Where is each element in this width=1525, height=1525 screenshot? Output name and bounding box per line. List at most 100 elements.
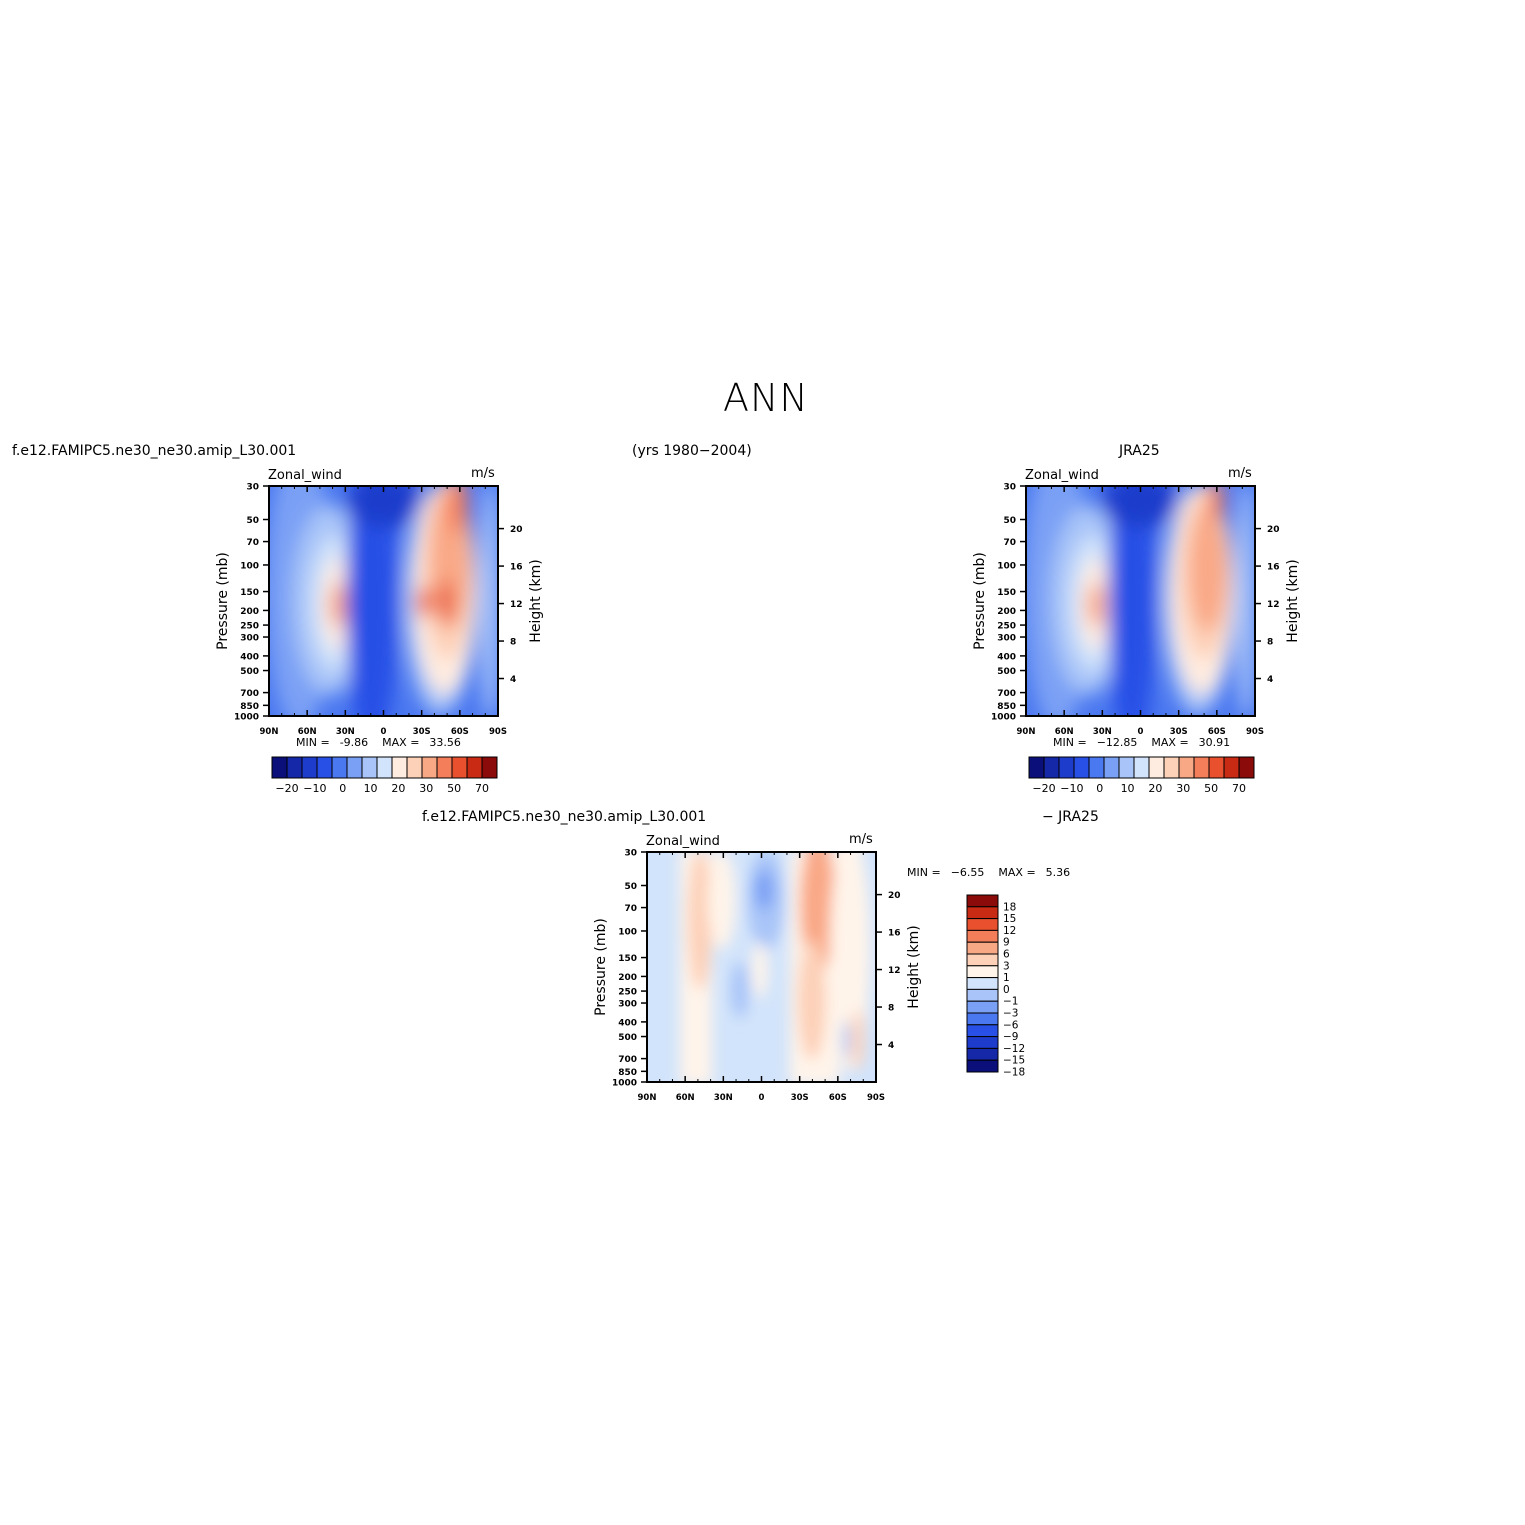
obs-min-value: −12.85 <box>1097 736 1138 749</box>
diff-x-tick-label: 90N <box>638 1093 657 1103</box>
obs-colorbar-swatch <box>1088 756 1105 779</box>
model-colorbar-swatch <box>331 756 348 779</box>
model-y-tick-label: 850 <box>240 702 259 712</box>
model-y-tick-label: 500 <box>240 667 259 677</box>
model-colorbar-swatch <box>421 756 438 779</box>
model-y-tick-label: 700 <box>240 689 259 699</box>
diff-colorbar-label: 15 <box>1003 913 1016 925</box>
diff-y-tick-label: 1000 <box>612 1079 637 1089</box>
obs-colorbar-swatch <box>1163 756 1180 779</box>
diff-colorbar-label: 3 <box>1003 960 1010 972</box>
diff-case-label: f.e12.FAMIPC5.ne30_ne30.amip_L30.001 <box>422 809 707 825</box>
diff-colorbar-swatch <box>966 941 999 955</box>
model-x-tick-label: 60N <box>298 727 317 737</box>
model-colorbar-swatch <box>286 756 303 779</box>
obs-y-tick-label: 300 <box>997 634 1016 644</box>
obs-colorbar-swatch <box>1118 756 1135 779</box>
model-units-label: m/s <box>471 466 495 481</box>
model-y2-tick-label: 12 <box>510 600 523 610</box>
diff-colorbar-label: −15 <box>1003 1055 1025 1067</box>
diff-y-tick-label: 400 <box>618 1018 637 1028</box>
diff-colorbar-label: −1 <box>1003 996 1018 1008</box>
obs-y-tick-label: 200 <box>997 607 1016 617</box>
diff-colorbar-swatch <box>966 906 999 920</box>
obs-y-tick-label: 400 <box>997 652 1016 662</box>
obs-x-tick-label: 90S <box>1246 727 1264 737</box>
obs-y-tick-label: 50 <box>1003 516 1016 526</box>
obs-max-value: 30.91 <box>1199 736 1231 749</box>
obs-y-tick-label: 70 <box>1003 538 1016 548</box>
obs-colorbar-label: 10 <box>1121 782 1135 795</box>
diff-colorbar-label: 0 <box>1003 984 1010 996</box>
model-x-tick-label: 0 <box>381 727 387 737</box>
obs-colorbar-swatch <box>1028 756 1045 779</box>
obs-y-tick-label: 100 <box>997 561 1016 571</box>
model-colorbar-swatch <box>361 756 378 779</box>
diff-y2-tick-label: 8 <box>888 1004 894 1014</box>
model-colorbar-swatch <box>376 756 393 779</box>
diff-min-label: MIN = <box>907 866 941 879</box>
model-variable-title: Zonal_wind <box>268 468 342 483</box>
diff-x-tick-label: 30S <box>791 1093 809 1103</box>
obs-x-tick-label: 30S <box>1170 727 1188 737</box>
diff-colorbar-swatch <box>966 1024 999 1038</box>
obs-y2-tick-label: 4 <box>1267 675 1273 685</box>
diff-colorbar-swatch <box>966 1012 999 1026</box>
obs-colorbar-swatch <box>1133 756 1150 779</box>
model-y2-tick-label: 8 <box>510 638 516 648</box>
model-x-tick-label: 60S <box>451 727 469 737</box>
diff-colorbar-label: 1 <box>1003 972 1010 984</box>
model-max-value: 33.56 <box>429 736 461 749</box>
model-min-value: -9.86 <box>340 736 368 749</box>
model-colorbar-swatch <box>391 756 408 779</box>
model-colorbar: −20 −10 0 10 20 30 50 70 <box>271 756 498 795</box>
diff-x-tick-label: 0 <box>759 1093 765 1103</box>
diff-y-tick-label: 500 <box>618 1033 637 1043</box>
obs-y-tick-label: 250 <box>997 622 1016 632</box>
model-y2-tick-label: 4 <box>510 675 516 685</box>
diff-colorbar-swatch <box>966 953 999 967</box>
page-title: ANN <box>723 376 809 420</box>
diff-y-tick-label: 70 <box>624 904 637 914</box>
obs-label: JRA25 <box>1119 443 1160 459</box>
obs-colorbar-swatch <box>1223 756 1240 779</box>
obs-y-tick-label: 700 <box>997 689 1016 699</box>
diff-y-tick-label: 300 <box>618 1000 637 1010</box>
model-colorbar-swatch <box>451 756 468 779</box>
case-label: f.e12.FAMIPC5.ne30_ne30.amip_L30.001 <box>12 443 297 459</box>
model-y-tick-label: 70 <box>246 538 259 548</box>
obs-min-label: MIN = <box>1053 736 1087 749</box>
model-colorbar-swatch <box>466 756 483 779</box>
obs-colorbar-label: 20 <box>1148 782 1162 795</box>
diff-colorbar-label: −18 <box>1003 1067 1025 1079</box>
model-y2-axis-label: Height (km) <box>528 559 544 642</box>
diff-colorbar-swatch <box>966 894 999 908</box>
obs-colorbar-label: −10 <box>1060 782 1083 795</box>
model-axes: Zonal_wind m/s 90N 60N 30N 0 30S 60S 90S 30 50 70 10… <box>215 466 544 749</box>
diff-colorbar-label: 18 <box>1003 901 1016 913</box>
diff-units-label: m/s <box>849 832 873 847</box>
diff-y2-tick-label: 20 <box>888 891 901 901</box>
obs-min-max: MIN = −12.85 MAX = 30.91 <box>1053 736 1230 749</box>
model-colorbar-swatch <box>346 756 363 779</box>
model-min-max: MIN = -9.86 MAX = 33.56 <box>296 736 461 749</box>
obs-colorbar-label: 30 <box>1176 782 1190 795</box>
diff-colorbar-label: −3 <box>1003 1008 1018 1020</box>
diff-colorbar-label: 6 <box>1003 949 1010 961</box>
obs-x-tick-label: 30N <box>1093 727 1112 737</box>
obs-colorbar-swatch <box>1238 756 1255 779</box>
diff-y-tick-label: 150 <box>618 954 637 964</box>
model-contour-field <box>269 486 498 716</box>
model-x-tick-label: 90S <box>489 727 507 737</box>
diff-colorbar-swatch <box>966 929 999 943</box>
diff-colorbar-swatch <box>966 1047 999 1061</box>
diff-y-tick-label: 700 <box>618 1055 637 1065</box>
model-x-tick-label: 30S <box>413 727 431 737</box>
obs-x-tick-label: 60S <box>1208 727 1226 737</box>
obs-max-label: MAX = <box>1151 736 1188 749</box>
diff-obs-label: − JRA25 <box>1042 809 1099 825</box>
obs-y-tick-label: 500 <box>997 667 1016 677</box>
